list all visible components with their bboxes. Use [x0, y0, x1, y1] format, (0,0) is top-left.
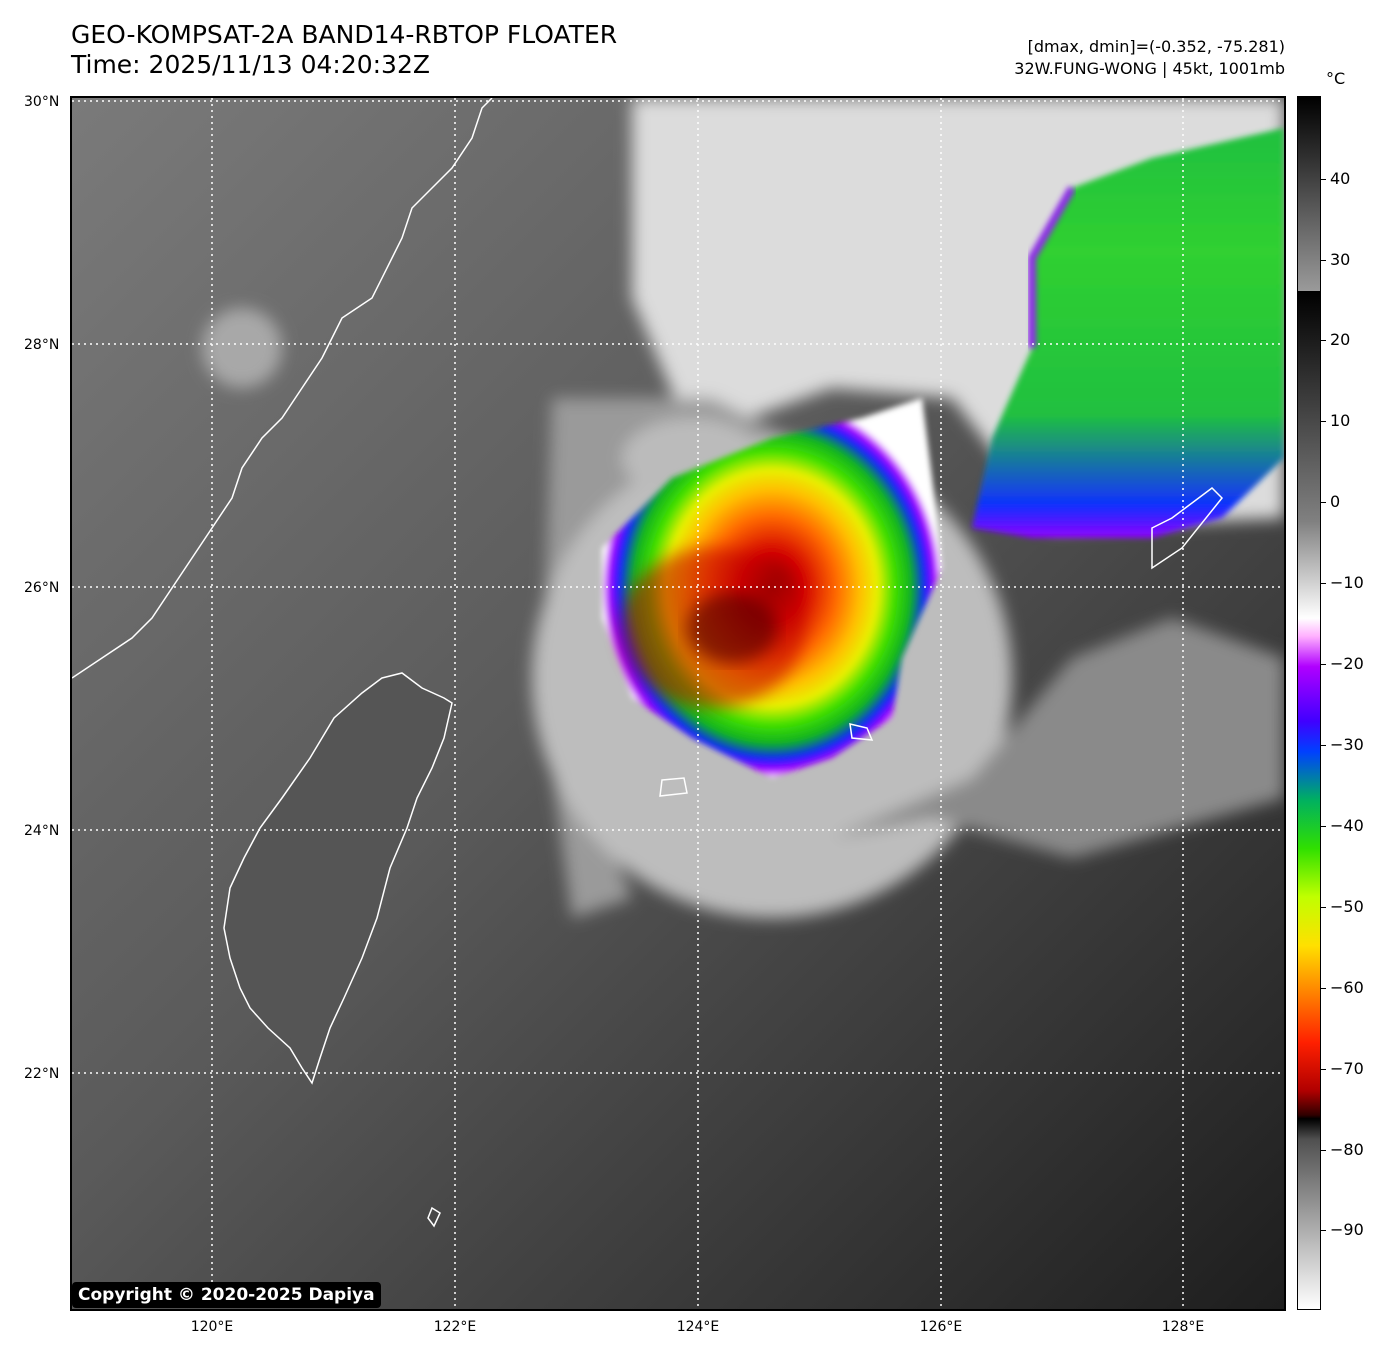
lat-label-26n: 26°N — [24, 580, 60, 596]
colorbar-label-30: 30 — [1330, 250, 1351, 269]
lon-label-124e: 124°E — [676, 1319, 720, 1335]
colorbar-label-minus20: −20 — [1330, 654, 1364, 673]
colorbar-label-minus40: −40 — [1330, 816, 1364, 835]
colorbar-label-minus70: −70 — [1330, 1059, 1364, 1078]
satellite-imagery — [72, 98, 1284, 1309]
colorbar-label-20: 20 — [1330, 330, 1351, 349]
lon-label-122e: 122°E — [433, 1319, 477, 1335]
colorbar-label-minus10: −10 — [1330, 573, 1364, 592]
lat-label-22n: 22°N — [24, 1066, 60, 1082]
lon-label-128e: 128°E — [1161, 1319, 1205, 1335]
storm-info: 32W.FUNG-WONG | 45kt, 1001mb — [1014, 59, 1285, 78]
colorbar-label-10: 10 — [1330, 411, 1351, 430]
colorbar-label-minus30: −30 — [1330, 735, 1364, 754]
chart-title: GEO-KOMPSAT-2A BAND14-RBTOP FLOATER — [71, 20, 618, 49]
lat-label-24n: 24°N — [24, 823, 60, 839]
colorbar-label-minus90: −90 — [1330, 1220, 1364, 1239]
colorbar-label-minus60: −60 — [1330, 978, 1364, 997]
timestamp: Time: 2025/11/13 04:20:32Z — [71, 50, 430, 79]
colorbar-label-0: 0 — [1330, 492, 1341, 511]
typhoon-cdo — [602, 398, 942, 778]
lat-lon-grid — [72, 98, 1284, 1309]
colorbar-unit: °C — [1326, 69, 1346, 88]
data-range-info: [dmax, dmin]=(-0.352, -75.281) — [1027, 37, 1285, 56]
lon-label-120e: 120°E — [190, 1319, 234, 1335]
lat-label-30n: 30°N — [24, 94, 60, 110]
china-coastline — [72, 98, 493, 679]
taiwan-coastline — [223, 672, 453, 1085]
copyright-badge: Copyright © 2020-2025 Dapiya — [72, 1282, 381, 1308]
colorbar-label-40: 40 — [1330, 169, 1351, 188]
satellite-map — [70, 96, 1286, 1311]
lon-label-126e: 126°E — [919, 1319, 963, 1335]
ryukyu-islands — [427, 487, 1224, 1228]
colorbar-label-minus50: −50 — [1330, 897, 1364, 916]
colorbar — [1297, 96, 1321, 1310]
lat-label-28n: 28°N — [24, 337, 60, 353]
colorbar-label-minus80: −80 — [1330, 1140, 1364, 1159]
